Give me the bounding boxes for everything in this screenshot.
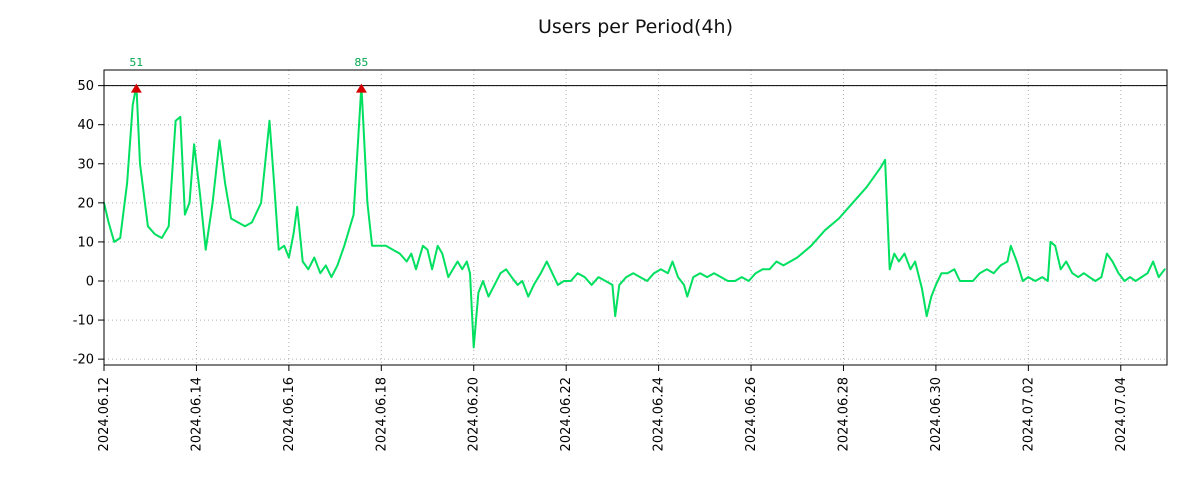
x-tick-label: 2024.07.04 <box>1114 377 1129 451</box>
y-tick-label: 0 <box>86 274 94 289</box>
y-tick-label: 20 <box>77 196 94 211</box>
overflow-value-label: 51 <box>129 56 143 69</box>
overflow-value-label: 85 <box>354 56 368 69</box>
y-tick-label: 50 <box>77 79 94 94</box>
grid-lines <box>103 70 1167 365</box>
x-tick-label: 2024.06.18 <box>374 377 389 451</box>
x-tick-label: 2024.06.16 <box>282 377 297 451</box>
plot-border <box>103 69 1168 366</box>
y-tick-label: 10 <box>77 235 94 250</box>
x-tick-label: 2024.06.26 <box>744 377 759 451</box>
x-tick-label: 2024.07.02 <box>1021 377 1036 451</box>
series-line <box>103 84 1166 349</box>
x-tick-label: 2024.06.12 <box>97 377 112 451</box>
x-tick-label: 2024.06.30 <box>929 377 944 451</box>
x-tick-label: 2024.06.24 <box>652 377 667 451</box>
chart-title: Users per Period(4h) <box>537 16 734 38</box>
overflow-marker-icon <box>130 83 142 93</box>
y-tick-label: 40 <box>77 118 94 133</box>
x-tick-label: 2024.06.20 <box>467 377 482 451</box>
x-tick-label: 2024.06.14 <box>189 377 204 451</box>
y-tick-label: 30 <box>77 157 94 172</box>
axis-labels: -20 -10 0 10 20 30 40 50 2024.06.12 2024.06.14 202… <box>73 79 1129 451</box>
y-tick-label: -10 <box>73 314 94 329</box>
y-tick-label: -20 <box>73 353 94 368</box>
overflow-marker-icon <box>355 83 367 93</box>
x-tick-label: 2024.06.28 <box>836 377 851 451</box>
x-tick-label: 2024.06.22 <box>559 377 574 451</box>
